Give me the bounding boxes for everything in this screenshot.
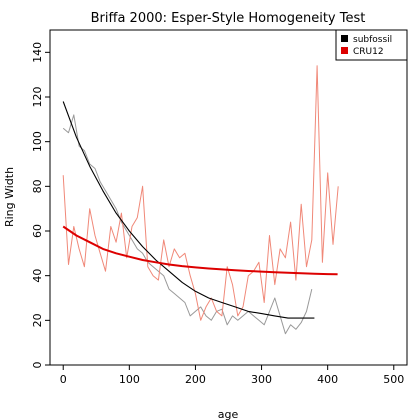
- legend-swatch-cru12: [341, 47, 348, 54]
- series-layer: [62, 65, 339, 335]
- series-line-subfossil-fit: [62, 101, 315, 319]
- x-tick-label: 400: [317, 373, 338, 386]
- series-line-cru12-fit: [62, 225, 338, 276]
- plot-frame: [49, 29, 408, 366]
- series-line-subfossil-raw: [62, 114, 313, 335]
- legend-label-cru12: CRU12: [353, 47, 384, 57]
- y-tick-label: 60: [31, 224, 44, 238]
- y-tick-label: 0: [31, 362, 44, 369]
- x-tick-label: 200: [185, 373, 206, 386]
- x-tick-label: 500: [383, 373, 404, 386]
- x-tick-label: 0: [60, 373, 67, 386]
- axis-layer: 0 100 200 300 400 500 0 20 40 60 80 100 120 140: [31, 42, 404, 386]
- legend-swatch-subfossil: [341, 35, 348, 42]
- legend: subfossil CRU12: [335, 29, 408, 61]
- y-tick-label: 40: [31, 269, 44, 283]
- x-tick-label: 100: [119, 373, 140, 386]
- x-axis-label: age: [218, 408, 239, 420]
- y-tick-label: 120: [31, 87, 44, 108]
- x-tick-label: 300: [251, 373, 272, 386]
- y-tick-label: 20: [31, 313, 44, 327]
- y-tick-label: 100: [31, 131, 44, 152]
- series-line-cru12-raw: [62, 65, 339, 321]
- y-tick-label: 140: [31, 42, 44, 63]
- legend-label-subfossil: subfossil: [353, 35, 392, 45]
- y-tick-label: 80: [31, 179, 44, 193]
- y-axis-label: Ring Width: [3, 167, 16, 227]
- chart-title: Briffa 2000: Esper-Style Homogeneity Tes…: [91, 11, 366, 26]
